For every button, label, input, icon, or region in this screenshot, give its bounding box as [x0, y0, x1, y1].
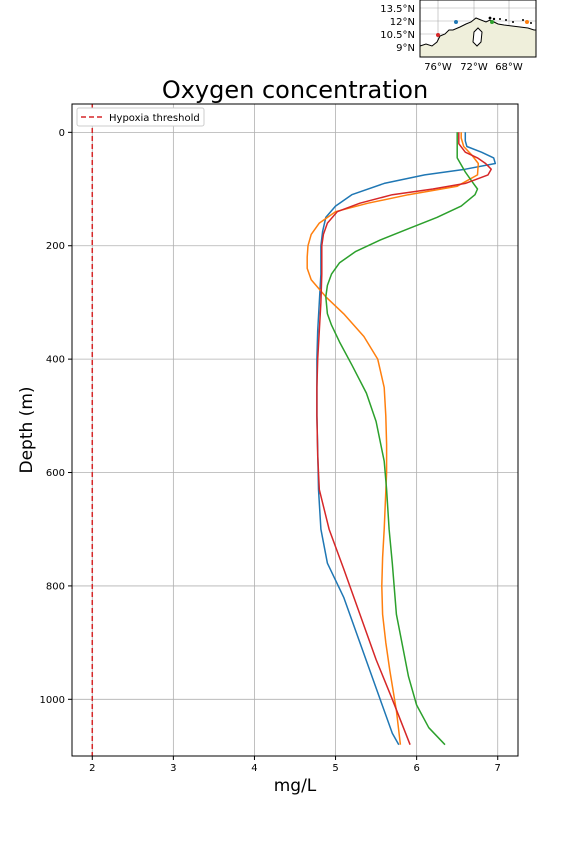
oxygen-profile-line-3	[325, 132, 479, 746]
map-islands	[488, 16, 532, 24]
y-tick-label: 800	[46, 581, 65, 592]
legend-box	[76, 107, 205, 127]
map-lake-maracaibo	[472, 27, 483, 47]
grid-lines	[72, 104, 518, 756]
oxygen-profile-line-1	[316, 132, 497, 746]
legend: Hypoxia threshold	[76, 107, 205, 127]
map-lat-labels: 13.5°N 12°N 10.5°N 9°N	[380, 4, 415, 54]
x-tick-label: 6	[413, 763, 419, 774]
oxygen-profile-line-2	[306, 132, 480, 745]
series-layer	[306, 132, 497, 746]
map-lon-labels: 76°W 72°W 68°W	[424, 62, 523, 73]
x-ticks: 2 3 4 5 6 7	[89, 756, 501, 774]
x-axis-label: mg/L	[274, 776, 317, 796]
y-ticks: 0 200 400 600 800 1000	[40, 128, 72, 706]
map-lon-label: 68°W	[495, 62, 523, 73]
y-tick-label: 400	[46, 355, 65, 366]
chart-title: Oxygen concentration	[162, 76, 428, 104]
y-axis-label: Depth (m)	[17, 386, 37, 473]
map-frame	[419, 0, 537, 58]
y-tick-label: 200	[46, 241, 65, 252]
legend-label: Hypoxia threshold	[109, 113, 200, 124]
x-tick-label: 5	[332, 763, 338, 774]
x-tick-label: 4	[251, 763, 257, 774]
map-lat-label: 13.5°N	[380, 4, 415, 15]
x-tick-label: 3	[170, 763, 176, 774]
x-tick-label: 7	[495, 763, 501, 774]
y-tick-label: 0	[59, 128, 65, 139]
y-tick-label: 1000	[40, 695, 65, 706]
inset-map: 13.5°N 12°N 10.5°N 9°N 76°W 72°W 68°W	[380, 0, 537, 73]
map-station-markers	[436, 20, 529, 37]
oxygen-profile-line-4	[316, 132, 492, 745]
map-lat-label: 12°N	[390, 17, 415, 28]
plot-frame	[71, 103, 519, 757]
map-lon-label: 72°W	[460, 62, 488, 73]
y-tick-label: 600	[46, 468, 65, 479]
map-lat-label: 10.5°N	[380, 30, 415, 41]
map-lat-label: 9°N	[396, 43, 415, 54]
x-tick-label: 2	[89, 763, 95, 774]
map-lon-label: 76°W	[424, 62, 452, 73]
